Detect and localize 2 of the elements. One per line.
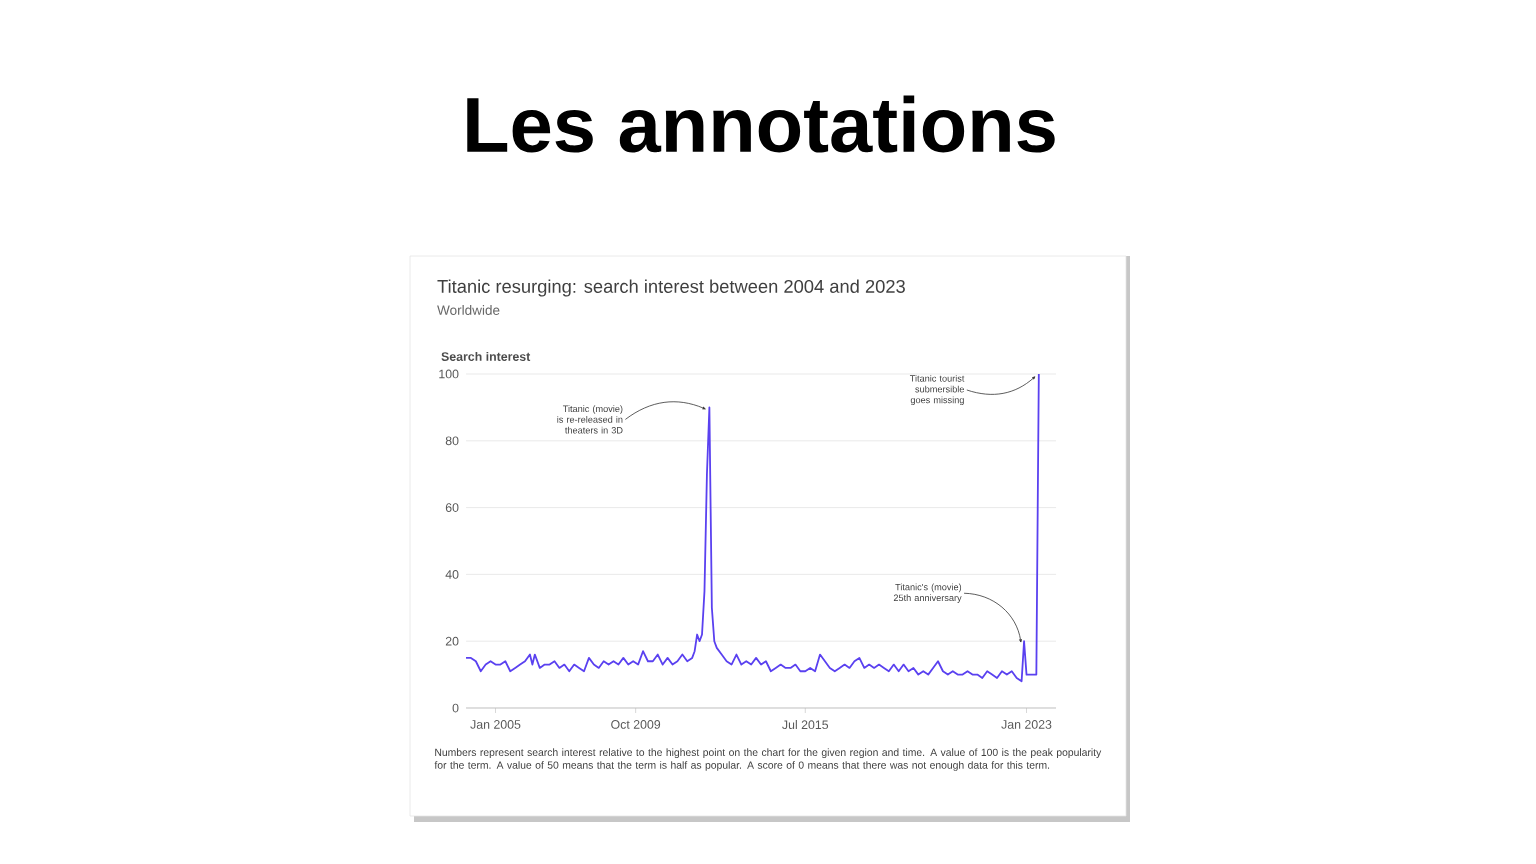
chart-title: Titanic resurging: search interest between 2004 and 2023: [437, 279, 905, 297]
text: Les annotations: [467, 95, 1055, 153]
